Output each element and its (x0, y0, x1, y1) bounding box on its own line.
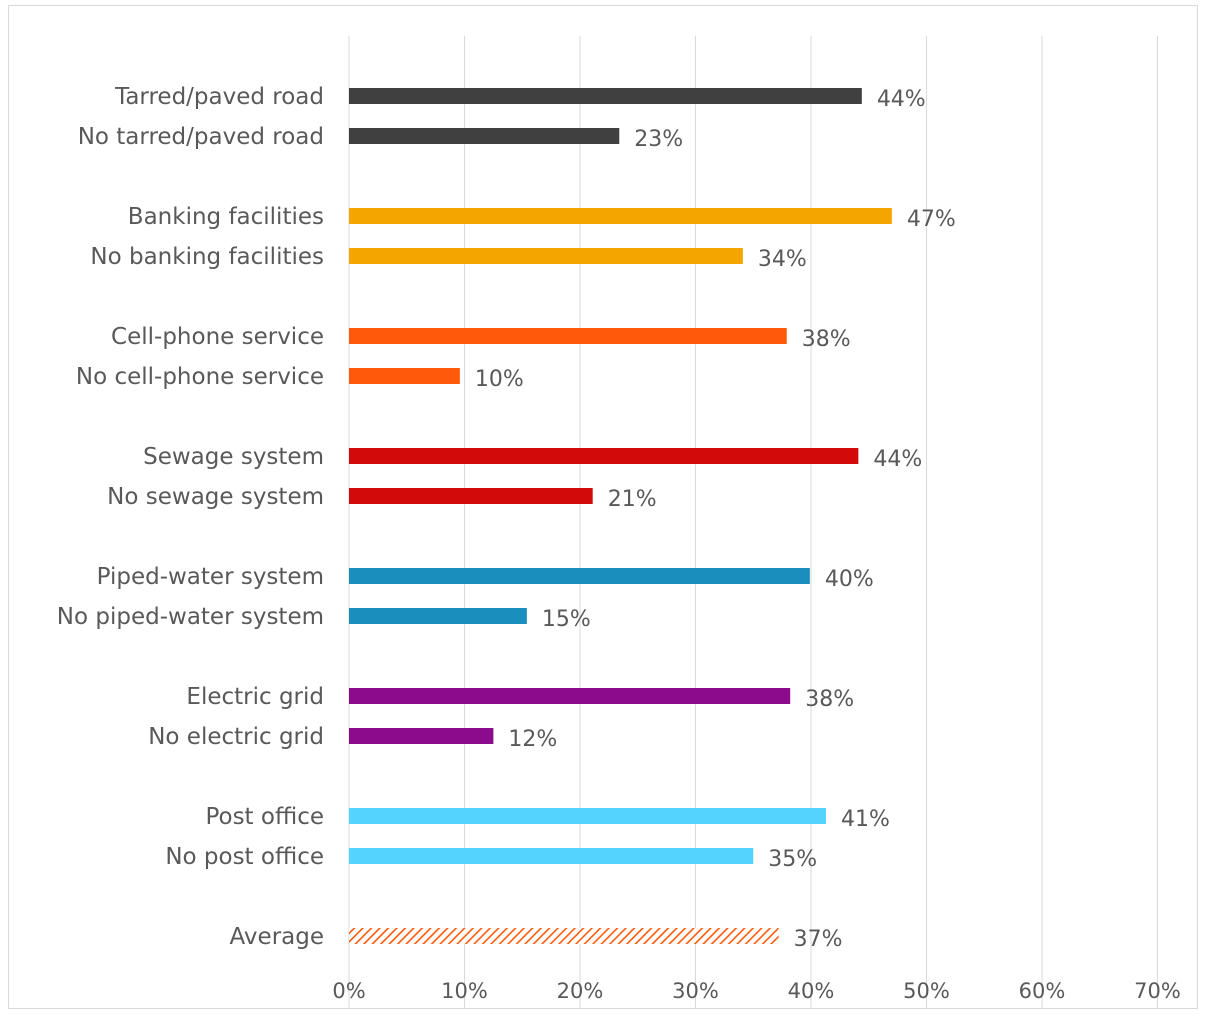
x-tick-label: 50% (903, 979, 950, 1003)
category-label: Cell-phone service (111, 324, 324, 350)
category-label: Post office (205, 804, 324, 830)
value-label: 44% (873, 447, 922, 472)
value-label: 38% (802, 327, 851, 352)
bar (349, 368, 460, 384)
value-label: 15% (542, 607, 591, 632)
x-tick-label: 0% (332, 979, 365, 1003)
value-label: 10% (475, 367, 524, 392)
category-label: No post office (165, 844, 324, 870)
category-label: No banking facilities (90, 244, 324, 270)
category-label: No tarred/paved road (78, 124, 324, 150)
bar (349, 928, 779, 944)
chart-area (8, 5, 1198, 1009)
value-label: 34% (758, 247, 807, 272)
bar (349, 488, 593, 504)
value-label: 35% (768, 847, 817, 872)
category-label: No sewage system (107, 484, 324, 510)
value-label: 37% (794, 927, 843, 952)
value-label: 41% (841, 807, 890, 832)
bar (349, 248, 743, 264)
value-label: 40% (825, 567, 874, 592)
value-label: 38% (805, 687, 854, 712)
bar (349, 128, 620, 144)
bars (349, 88, 892, 944)
x-tick-label: 30% (672, 979, 719, 1003)
category-label: No cell-phone service (76, 364, 324, 390)
bar (349, 568, 810, 584)
labels: 0% 10% 20% 30% 40% 50% 60% 70% Tarred/paved road… (57, 84, 1181, 1003)
bar (349, 808, 827, 824)
x-tick-label: 10% (441, 979, 488, 1003)
category-label: Banking facilities (128, 204, 324, 230)
value-label: 12% (508, 727, 557, 752)
category-label: Sewage system (143, 444, 324, 470)
category-label: Electric grid (186, 684, 324, 710)
x-tick-label: 40% (788, 979, 835, 1003)
x-tick-label: 60% (1019, 979, 1066, 1003)
bar (349, 208, 892, 224)
category-label: No electric grid (148, 724, 324, 750)
bar (349, 608, 527, 624)
x-tick-label: 70% (1134, 979, 1181, 1003)
category-label: No piped-water system (57, 604, 324, 630)
x-tick-label: 20% (557, 979, 604, 1003)
category-label: Tarred/paved road (114, 84, 324, 110)
value-label: 44% (877, 87, 926, 112)
bar (349, 328, 787, 344)
value-label: 21% (608, 487, 657, 512)
category-label: Average (230, 924, 324, 950)
bar (349, 448, 859, 464)
bar (349, 688, 791, 704)
bar (349, 88, 862, 104)
category-label: Piped-water system (97, 564, 324, 590)
bar (349, 848, 754, 864)
gridlines (348, 36, 1158, 1008)
bar (349, 728, 494, 744)
value-label: 23% (634, 127, 683, 152)
value-label: 47% (907, 207, 956, 232)
